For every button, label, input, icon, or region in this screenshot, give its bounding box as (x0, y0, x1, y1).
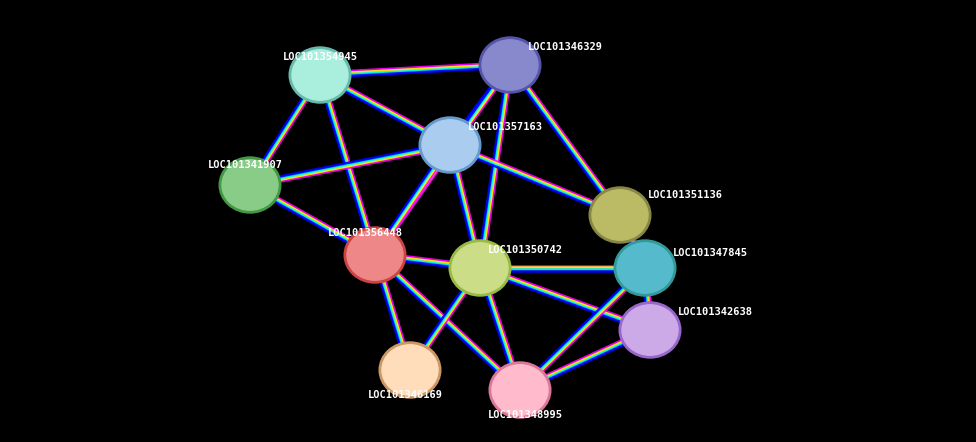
Text: LOC101351136: LOC101351136 (647, 190, 722, 200)
Ellipse shape (614, 240, 675, 296)
Text: LOC101341907: LOC101341907 (208, 160, 282, 170)
Ellipse shape (289, 47, 350, 103)
Text: LOC101347845: LOC101347845 (672, 248, 748, 258)
Ellipse shape (222, 160, 278, 210)
Ellipse shape (622, 305, 678, 355)
Ellipse shape (345, 227, 406, 283)
Text: LOC101357163: LOC101357163 (468, 122, 543, 132)
Ellipse shape (482, 40, 538, 90)
Text: LOC101346169: LOC101346169 (368, 390, 442, 400)
Ellipse shape (380, 342, 441, 398)
Text: LOC101356448: LOC101356448 (328, 228, 402, 238)
Ellipse shape (619, 302, 681, 358)
Ellipse shape (422, 120, 478, 170)
Text: LOC101342638: LOC101342638 (677, 307, 752, 317)
Ellipse shape (590, 187, 651, 243)
Ellipse shape (479, 37, 541, 93)
Text: LOC101346329: LOC101346329 (527, 42, 602, 52)
Ellipse shape (492, 365, 548, 415)
Ellipse shape (292, 50, 348, 100)
Ellipse shape (452, 243, 508, 293)
Ellipse shape (592, 190, 648, 240)
Ellipse shape (382, 345, 438, 395)
Ellipse shape (489, 362, 550, 418)
Ellipse shape (220, 157, 281, 213)
Ellipse shape (420, 117, 481, 173)
Text: LOC101348995: LOC101348995 (487, 410, 562, 420)
Text: LOC101350742: LOC101350742 (487, 245, 562, 255)
Text: LOC101354945: LOC101354945 (282, 52, 357, 62)
Ellipse shape (449, 240, 510, 296)
Ellipse shape (617, 243, 673, 293)
Ellipse shape (347, 230, 403, 280)
